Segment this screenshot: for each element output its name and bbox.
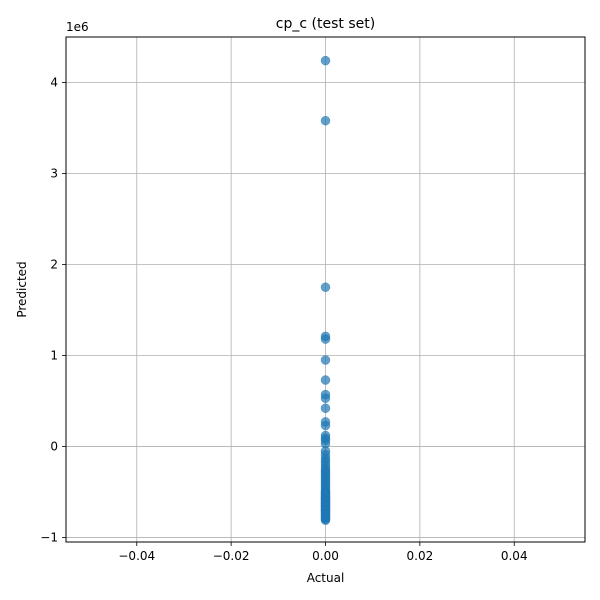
x-tick-label: 0.00 <box>312 549 339 563</box>
data-point <box>320 115 331 126</box>
data-point <box>320 420 331 431</box>
data-point <box>320 282 331 292</box>
y-axis-label: Predicted <box>15 261 29 317</box>
x-axis-ticks: −0.04 −0.02 0.00 0.02 0.04 <box>118 542 528 563</box>
data-point <box>320 55 331 66</box>
x-tick-label: −0.04 <box>118 549 155 563</box>
y-axis-offset-label: 1e6 <box>66 20 89 34</box>
y-tick-label: −1 <box>40 530 58 544</box>
y-tick-label: 1 <box>50 348 58 362</box>
data-point <box>320 403 331 413</box>
data-point <box>320 515 331 525</box>
y-tick-label: 2 <box>50 257 58 271</box>
y-tick-label: 3 <box>50 166 58 180</box>
x-axis-label: Actual <box>307 571 345 585</box>
data-point <box>320 375 331 385</box>
data-point <box>320 505 331 515</box>
x-tick-label: −0.02 <box>213 549 250 563</box>
data-point <box>320 334 331 344</box>
data-point <box>320 355 331 365</box>
y-tick-label: 0 <box>50 439 58 453</box>
x-tick-label: 0.04 <box>501 549 528 563</box>
x-tick-label: 0.02 <box>407 549 434 563</box>
scatter-points <box>320 55 331 525</box>
y-tick-label: 4 <box>50 75 58 89</box>
chart-title: cp_c (test set) <box>276 16 375 32</box>
y-axis-ticks: −1 0 1 2 3 4 <box>40 75 66 544</box>
data-point <box>320 393 331 403</box>
